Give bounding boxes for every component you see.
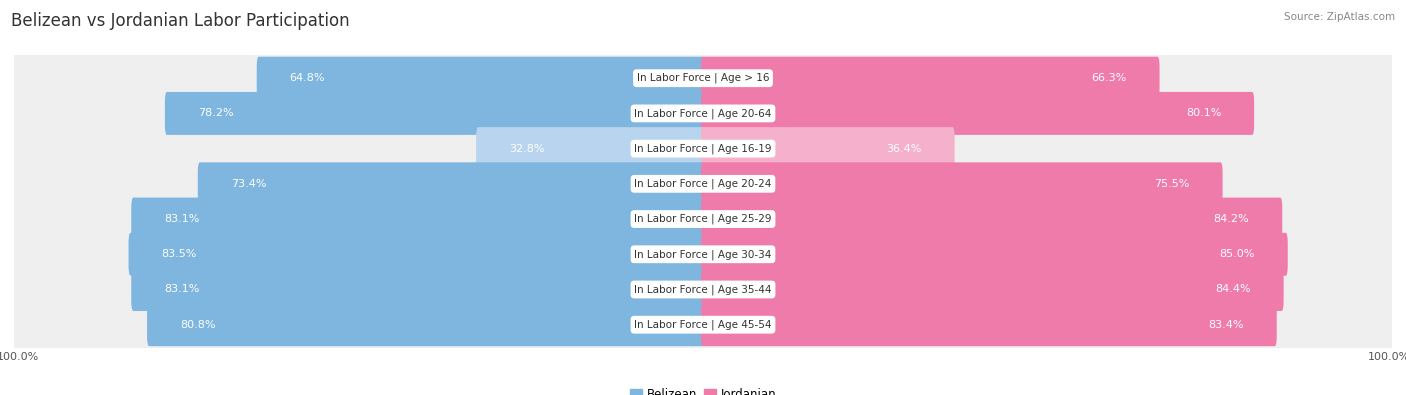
FancyBboxPatch shape (13, 265, 1393, 314)
FancyBboxPatch shape (131, 268, 704, 311)
FancyBboxPatch shape (702, 162, 1223, 205)
FancyBboxPatch shape (702, 57, 1160, 100)
FancyBboxPatch shape (477, 127, 704, 170)
Text: 73.4%: 73.4% (231, 179, 266, 189)
FancyBboxPatch shape (702, 127, 955, 170)
Text: In Labor Force | Age 20-24: In Labor Force | Age 20-24 (634, 179, 772, 189)
FancyBboxPatch shape (148, 303, 704, 346)
Text: In Labor Force | Age 20-64: In Labor Force | Age 20-64 (634, 108, 772, 118)
FancyBboxPatch shape (13, 160, 1393, 208)
FancyBboxPatch shape (128, 233, 704, 276)
Text: 64.8%: 64.8% (290, 73, 325, 83)
Text: 84.2%: 84.2% (1213, 214, 1250, 224)
Text: Belizean vs Jordanian Labor Participation: Belizean vs Jordanian Labor Participatio… (11, 12, 350, 30)
Text: Source: ZipAtlas.com: Source: ZipAtlas.com (1284, 12, 1395, 22)
Text: 32.8%: 32.8% (509, 144, 544, 154)
Text: In Labor Force | Age > 16: In Labor Force | Age > 16 (637, 73, 769, 83)
FancyBboxPatch shape (131, 198, 704, 241)
Legend: Belizean, Jordanian: Belizean, Jordanian (626, 384, 780, 395)
Text: 78.2%: 78.2% (198, 108, 233, 118)
FancyBboxPatch shape (702, 268, 1284, 311)
FancyBboxPatch shape (13, 230, 1393, 278)
Text: 80.8%: 80.8% (180, 320, 215, 330)
FancyBboxPatch shape (702, 303, 1277, 346)
Text: In Labor Force | Age 30-34: In Labor Force | Age 30-34 (634, 249, 772, 260)
Text: 83.5%: 83.5% (162, 249, 197, 259)
Text: In Labor Force | Age 16-19: In Labor Force | Age 16-19 (634, 143, 772, 154)
Text: 66.3%: 66.3% (1091, 73, 1126, 83)
FancyBboxPatch shape (13, 54, 1393, 102)
Text: 83.4%: 83.4% (1208, 320, 1244, 330)
Text: 85.0%: 85.0% (1219, 249, 1254, 259)
FancyBboxPatch shape (702, 198, 1282, 241)
FancyBboxPatch shape (702, 92, 1254, 135)
Text: 80.1%: 80.1% (1185, 108, 1222, 118)
Text: 83.1%: 83.1% (165, 214, 200, 224)
FancyBboxPatch shape (13, 301, 1393, 349)
FancyBboxPatch shape (165, 92, 704, 135)
Text: 84.4%: 84.4% (1215, 284, 1251, 295)
Text: 36.4%: 36.4% (886, 144, 922, 154)
FancyBboxPatch shape (13, 124, 1393, 173)
FancyBboxPatch shape (702, 233, 1288, 276)
Text: In Labor Force | Age 25-29: In Labor Force | Age 25-29 (634, 214, 772, 224)
FancyBboxPatch shape (257, 57, 704, 100)
FancyBboxPatch shape (13, 89, 1393, 138)
Text: In Labor Force | Age 35-44: In Labor Force | Age 35-44 (634, 284, 772, 295)
FancyBboxPatch shape (13, 195, 1393, 243)
Text: 83.1%: 83.1% (165, 284, 200, 295)
FancyBboxPatch shape (198, 162, 704, 205)
Text: In Labor Force | Age 45-54: In Labor Force | Age 45-54 (634, 320, 772, 330)
Text: 75.5%: 75.5% (1154, 179, 1189, 189)
